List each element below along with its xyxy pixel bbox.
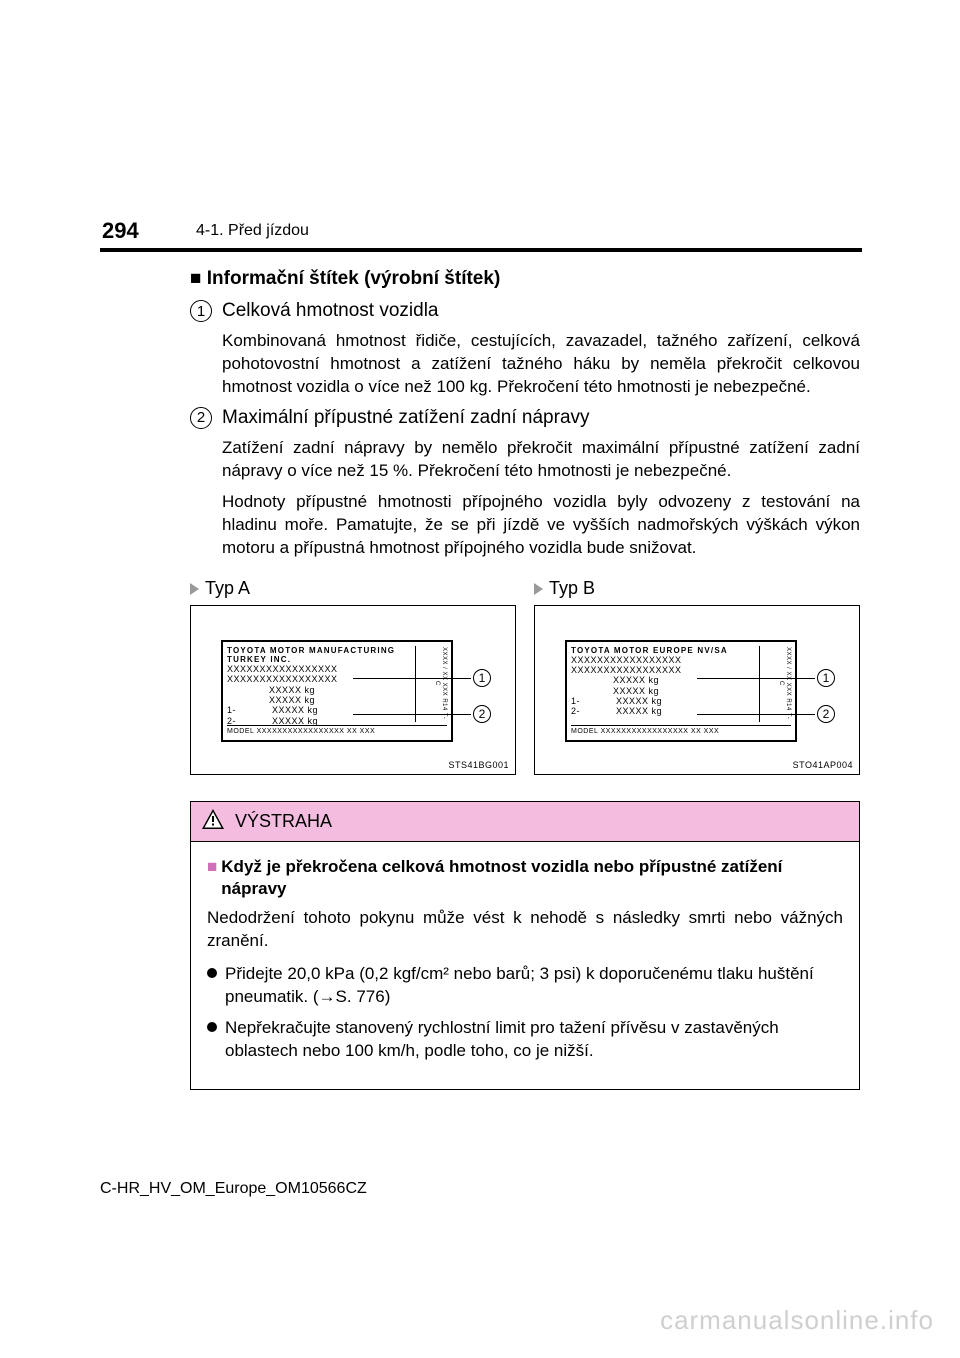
- content: ■ Informační štítek (výrobní štítek) 1 C…: [190, 268, 860, 1090]
- section-title: 4-1. Před jízdou: [196, 222, 309, 240]
- item-2-para-2: Hodnoty přípustné hmotnosti přípojného v…: [222, 491, 860, 560]
- type-b-col: Typ B TOYOTA MOTOR EUROPE NV/SA XXXXXXXX…: [534, 578, 860, 775]
- plate-line: 1- XXXXX kg: [571, 696, 755, 706]
- item-1-row: 1 Celková hmotnost vozidla: [190, 300, 860, 322]
- figure-a: TOYOTA MOTOR MANUFACTURING TURKEY INC. X…: [190, 605, 516, 775]
- circled-2-icon: 2: [473, 705, 491, 723]
- plate-line: XXXXXXXXXXXXXXXXX: [227, 674, 411, 684]
- plate-line: XXXXX kg: [227, 685, 411, 695]
- item-2-row: 2 Maximální přípustné zatížení zadní náp…: [190, 407, 860, 429]
- leader-line: [697, 714, 815, 715]
- warning-bullet-2: Nepřekračujte stanovený rychlostní limit…: [207, 1017, 843, 1063]
- figure-b: TOYOTA MOTOR EUROPE NV/SA XXXXXXXXXXXXXX…: [534, 605, 860, 775]
- callout-1: 1: [817, 669, 835, 687]
- triangle-right-icon: [190, 583, 199, 595]
- bullet-icon: [207, 968, 217, 978]
- item-1-title: Celková hmotnost vozidla: [222, 300, 439, 322]
- type-a-col: Typ A TOYOTA MOTOR MANUFACTURING TURKEY …: [190, 578, 516, 775]
- callout-2: 2: [817, 705, 835, 723]
- warning-bullet-2-text: Nepřekračujte stanovený rychlostní limit…: [225, 1017, 843, 1063]
- circled-1-icon: 1: [473, 669, 491, 687]
- header-rule: [100, 248, 862, 252]
- circled-2-icon: 2: [190, 407, 212, 429]
- warning-box: VÝSTRAHA ■ Když je překročena celková hm…: [190, 801, 860, 1091]
- item-2-para-1: Zatížení zadní nápravy by nemělo překroč…: [222, 437, 860, 483]
- plate-a-title: TOYOTA MOTOR MANUFACTURING TURKEY INC.: [227, 646, 411, 664]
- plate-model: MODEL XXXXXXXXXXXXXXXXX XX XXX: [571, 725, 791, 736]
- item-2-title: Maximální přípustné zatížení zadní nápra…: [222, 407, 590, 429]
- square-bullet-icon: ■: [190, 268, 201, 289]
- footer-doc-code: C-HR_HV_OM_Europe_OM10566CZ: [100, 1180, 367, 1198]
- bullet-icon: [207, 1022, 217, 1032]
- warning-subtitle: Když je překročena celková hmotnost vozi…: [221, 856, 843, 902]
- type-a-text: Typ A: [205, 578, 250, 598]
- square-bullet-icon: ■: [207, 856, 217, 902]
- leader-line: [353, 714, 471, 715]
- plate-b: TOYOTA MOTOR EUROPE NV/SA XXXXXXXXXXXXXX…: [565, 640, 797, 742]
- warning-subtitle-row: ■ Když je překročena celková hmotnost vo…: [207, 856, 843, 902]
- figure-row: Typ A TOYOTA MOTOR MANUFACTURING TURKEY …: [190, 578, 860, 775]
- warning-bullet-1: Přidejte 20,0 kPa (0,2 kgf/cm² nebo barů…: [207, 963, 843, 1009]
- item-1-para: Kombinovaná hmotnost řidiče, cestujících…: [222, 330, 860, 399]
- plate-line: XXXXXXXXXXXXXXXXX: [571, 665, 755, 675]
- figure-b-code: STO41AP004: [793, 760, 853, 770]
- warning-triangle-icon: [201, 808, 225, 835]
- type-b-label: Typ B: [534, 578, 860, 599]
- plate-b-title: TOYOTA MOTOR EUROPE NV/SA: [571, 646, 755, 655]
- figure-a-code: STS41BG001: [448, 760, 509, 770]
- callout-2: 2: [473, 705, 491, 723]
- type-b-text: Typ B: [549, 578, 595, 598]
- heading-info-label: ■ Informační štítek (výrobní štítek): [190, 268, 860, 290]
- warning-header: VÝSTRAHA: [191, 802, 859, 842]
- plate-line: XXXXXXXXXXXXXXXXX: [227, 664, 411, 674]
- page: 294 4-1. Před jízdou ■ Informační štítek…: [0, 0, 960, 1358]
- heading-text: Informační štítek (výrobní štítek): [207, 268, 501, 289]
- callout-1: 1: [473, 669, 491, 687]
- triangle-right-icon: [534, 583, 543, 595]
- warning-title: VÝSTRAHA: [235, 811, 332, 832]
- plate-line: XXXXX kg: [227, 695, 411, 705]
- watermark: carmanualsonline.info: [660, 1305, 934, 1336]
- plate-a: TOYOTA MOTOR MANUFACTURING TURKEY INC. X…: [221, 640, 453, 742]
- plate-model: MODEL XXXXXXXXXXXXXXXXX XX XXX: [227, 725, 447, 736]
- plate-side: XXXX / XX XXX R14 T-C: [415, 646, 447, 722]
- plate-line: 2- XXXXX kg: [571, 706, 755, 716]
- plate-line: XXXXX kg: [571, 686, 755, 696]
- leader-line: [697, 678, 815, 679]
- page-number: 294: [102, 218, 139, 244]
- circled-2-icon: 2: [817, 705, 835, 723]
- warning-para: Nedodržení tohoto pokynu může vést k neh…: [207, 907, 843, 953]
- warning-bullet-1-text: Přidejte 20,0 kPa (0,2 kgf/cm² nebo barů…: [225, 963, 843, 1009]
- warning-body: ■ Když je překročena celková hmotnost vo…: [191, 842, 859, 1090]
- plate-line: XXXXXXXXXXXXXXXXX: [571, 655, 755, 665]
- plate-line: 2- XXXXX kg: [227, 716, 411, 726]
- leader-line: [353, 678, 471, 679]
- plate-side: XXXX / XX XXX R14 T-C: [759, 646, 791, 722]
- circled-1-icon: 1: [817, 669, 835, 687]
- type-a-label: Typ A: [190, 578, 516, 599]
- circled-1-icon: 1: [190, 300, 212, 322]
